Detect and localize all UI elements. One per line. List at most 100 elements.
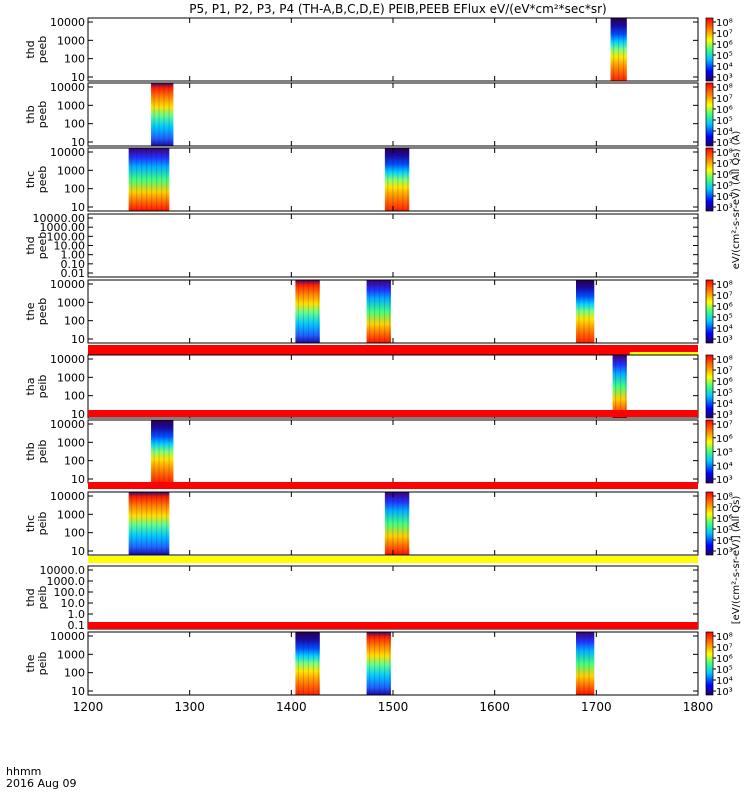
colorbar-tick-label: 10⁸ (716, 280, 733, 291)
panel-product-label: peeb (36, 298, 49, 326)
colorbar-tick-label: 10⁴ (716, 324, 733, 335)
y-tick-label: 10000 (50, 630, 85, 643)
y-tick-label: 1.00 (61, 249, 86, 262)
colorbar-tick-label: 10³ (716, 138, 733, 149)
y-tick-label: 1000 (57, 508, 85, 521)
status-bar-red (88, 345, 698, 352)
y-tick-label: 10 (71, 685, 85, 698)
panel-frame (87, 279, 699, 344)
y-tick-label: 1000 (57, 436, 85, 449)
colorbar-tick-label: 10⁵ (716, 313, 733, 324)
figure-title: P5, P1, P2, P3, P4 (TH-A,B,C,D,E) PEIB,P… (189, 2, 606, 16)
y-tick-label: 0.01 (61, 267, 86, 280)
colorbar-tick-label: 10⁸ (716, 355, 733, 366)
colorbar-tick-label: 10³ (716, 203, 733, 214)
colorbar-tick-label: 10⁷ (716, 291, 733, 302)
colorbar-tick-label: 10³ (716, 547, 733, 558)
y-tick-label: 100 (64, 390, 85, 403)
colorbar-tick-label: 10⁸ (716, 492, 733, 503)
colorbar-tick-label: 10⁷ (716, 420, 733, 431)
y-tick-label: 1000.00 (40, 221, 86, 234)
panel-probe-label: thd (24, 588, 37, 606)
x-tick-label: 1600 (479, 700, 510, 714)
colorbar-tick-label: 10⁵ (716, 665, 733, 676)
x-tick-label: 1400 (276, 700, 307, 714)
colorbar-tick-label: 10⁷ (716, 94, 733, 105)
spectrogram-block (612, 355, 627, 418)
status-bar-red (88, 410, 698, 417)
colorbar-tick-label: 10⁶ (716, 302, 733, 313)
x-tick-label: 1300 (174, 700, 205, 714)
panel-probe-label: thb (24, 442, 37, 460)
colorbar-tick-label: 10³ (716, 475, 733, 486)
colorbar (705, 17, 714, 82)
y-tick-label: 10000 (50, 278, 85, 291)
spectrogram-block (295, 632, 320, 695)
y-tick-label: 1000 (57, 34, 85, 47)
colorbar-tick-label: 10⁴ (716, 127, 733, 138)
colorbar-tick-label: 10⁵ (716, 388, 733, 399)
spectrogram-block (128, 148, 170, 211)
y-tick-label: 10 (71, 408, 85, 421)
panel-product-label: peib (36, 652, 49, 676)
colorbar-tick-label: 10⁷ (716, 643, 733, 654)
colorbar-tick-label: 10⁶ (716, 105, 733, 116)
colorbar-tick-label: 10⁶ (716, 654, 733, 665)
colorbar-tick-label: 10⁶ (716, 434, 733, 445)
colorbar-tick-label: 10⁷ (716, 503, 733, 514)
x-tick-label: 1200 (73, 700, 104, 714)
colorbar-tick-label: 10⁶ (716, 514, 733, 525)
spectrogram-block (384, 492, 410, 555)
colorbar-tick-label: 10⁵ (716, 181, 733, 192)
y-tick-label: 100 (64, 118, 85, 131)
y-tick-label: 10000 (50, 418, 85, 431)
panel-product-label: peib (36, 586, 49, 610)
spectrogram-block (151, 420, 174, 483)
panel-probe-label: thd (24, 236, 37, 254)
x-tick-label: 1800 (683, 700, 714, 714)
panel-thb-peib: 10000 1000 100 10 thb peib 10⁷ 10⁶ 10⁵ 10⁴ 10³ (24, 410, 733, 486)
colorbar-tick-label: 10⁴ (716, 536, 733, 547)
colorbar-tick-label: 10⁶ (716, 170, 733, 181)
spectrogram-block (151, 83, 174, 146)
status-bar-red (88, 622, 698, 629)
spectrogram-block (576, 632, 595, 695)
y-tick-label: 1000.0 (47, 575, 86, 588)
y-tick-label: 100 (64, 667, 85, 680)
spectrogram-block (295, 280, 320, 343)
colorbar-tick-label: 10⁷ (716, 366, 733, 377)
panel-frame (87, 565, 699, 630)
panel-product-label: peib (36, 375, 49, 399)
panel-frame (87, 82, 699, 147)
y-tick-label: 100.00 (47, 230, 86, 243)
y-tick-label: 100 (64, 315, 85, 328)
colorbar-tick-label: 10⁵ (716, 525, 733, 536)
y-tick-label: 10000.0 (40, 564, 86, 577)
status-bar-yellow (88, 556, 698, 563)
y-tick-label: 10000 (50, 353, 85, 366)
panel-probe-label: the (24, 302, 37, 320)
y-tick-label: 10000 (50, 146, 85, 159)
panel-frame (87, 17, 699, 82)
y-tick-label: 100 (64, 53, 85, 66)
y-tick-label: 10 (71, 333, 85, 346)
spectrogram-block (576, 280, 595, 343)
colorbar-tick-label: 10⁵ (716, 51, 733, 62)
spectrogram-block (366, 632, 391, 695)
panel-product-label: peib (36, 512, 49, 536)
y-tick-label: 100 (64, 183, 85, 196)
y-tick-label: 100 (64, 455, 85, 468)
status-bar-red (88, 482, 698, 489)
colorbar-label-top: eV/(cm²-s-sr-eV) (All Qs) (A) (731, 131, 742, 270)
y-tick-label: 100.0 (54, 586, 86, 599)
x-tick-label: 1700 (581, 700, 612, 714)
spectrogram-block (366, 280, 391, 343)
